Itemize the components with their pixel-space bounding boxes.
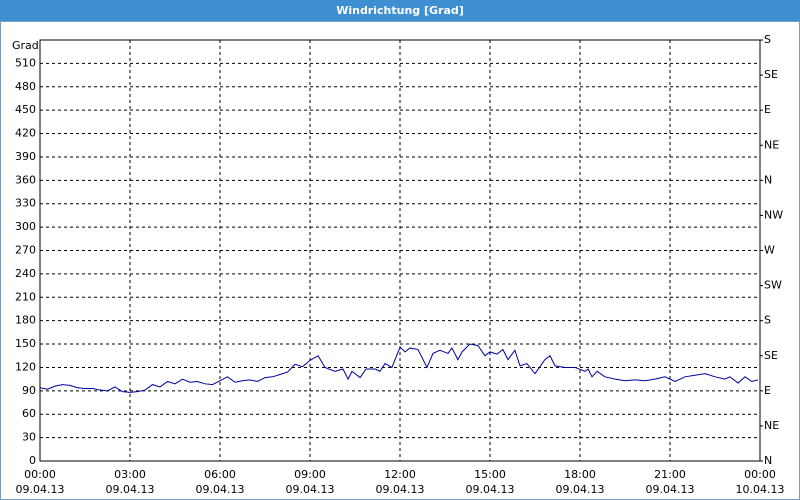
data-line bbox=[39, 343, 759, 393]
y-axis-label: Grad bbox=[12, 39, 39, 52]
x-tick-label: 21:00 bbox=[654, 468, 686, 481]
y2-tick-label: NW bbox=[764, 208, 783, 221]
x-tick-label: 12:00 bbox=[384, 468, 416, 481]
x-tick-label: 09:00 bbox=[294, 468, 326, 481]
x-tick-date: 09.04.13 bbox=[16, 483, 65, 496]
y2-tick-label: SW bbox=[764, 279, 782, 292]
x-tick-date: 09.04.13 bbox=[196, 483, 245, 496]
y-tick-label: 30 bbox=[22, 431, 36, 444]
y-tick-label: 450 bbox=[15, 103, 36, 116]
y2-tick-label: NE bbox=[764, 138, 779, 151]
y-tick-label: 120 bbox=[15, 360, 36, 373]
y-tick-label: 210 bbox=[15, 290, 36, 303]
y2-tick-label: NE bbox=[764, 419, 779, 432]
plot-border bbox=[39, 39, 761, 462]
y-tick-label: 300 bbox=[15, 220, 36, 233]
y-tick-label: 420 bbox=[15, 127, 36, 140]
x-tick-date: 09.04.13 bbox=[106, 483, 155, 496]
x-tick-label: 03:00 bbox=[114, 468, 146, 481]
y2-tick-label: E bbox=[764, 103, 771, 116]
y-tick-label: 270 bbox=[15, 244, 36, 257]
y2-tick-label: W bbox=[764, 244, 775, 257]
x-tick-label: 18:00 bbox=[564, 468, 596, 481]
y-tick-label: 330 bbox=[15, 197, 36, 210]
x-tick-label: 15:00 bbox=[474, 468, 506, 481]
title-bar bbox=[0, 0, 800, 21]
y2-tick-label: S bbox=[764, 33, 771, 46]
y-tick-label: 390 bbox=[15, 150, 36, 163]
y2-tick-label: S bbox=[764, 314, 771, 327]
x-tick-label: 00:00 bbox=[744, 468, 776, 481]
x-tick-date: 09.04.13 bbox=[556, 483, 605, 496]
y2-tick-label: N bbox=[764, 454, 772, 467]
x-tick-date: 09.04.13 bbox=[646, 483, 695, 496]
y-tick-label: 90 bbox=[22, 384, 36, 397]
y-tick-label: 0 bbox=[29, 454, 36, 467]
x-tick-date: 09.04.13 bbox=[466, 483, 515, 496]
y-tick-label: 240 bbox=[15, 267, 36, 280]
x-tick-label: 06:00 bbox=[204, 468, 236, 481]
y-tick-label: 510 bbox=[15, 56, 36, 69]
y2-tick-label: SE bbox=[764, 68, 778, 81]
x-tick-date: 09.04.13 bbox=[286, 483, 335, 496]
y2-tick-label: N bbox=[764, 173, 772, 186]
x-tick-date: 10.04.13 bbox=[736, 483, 785, 496]
y2-tick-label: E bbox=[764, 384, 771, 397]
y-tick-label: 480 bbox=[15, 80, 36, 93]
x-tick-date: 09.04.13 bbox=[376, 483, 425, 496]
x-tick-label: 00:00 bbox=[24, 468, 56, 481]
y-tick-label: 60 bbox=[22, 407, 36, 420]
y2-tick-label: SE bbox=[764, 349, 778, 362]
chart-title: Windrichtung [Grad] bbox=[336, 4, 464, 17]
y-tick-label: 150 bbox=[15, 337, 36, 350]
y-tick-label: 360 bbox=[15, 173, 36, 186]
y-tick-label: 180 bbox=[15, 314, 36, 327]
